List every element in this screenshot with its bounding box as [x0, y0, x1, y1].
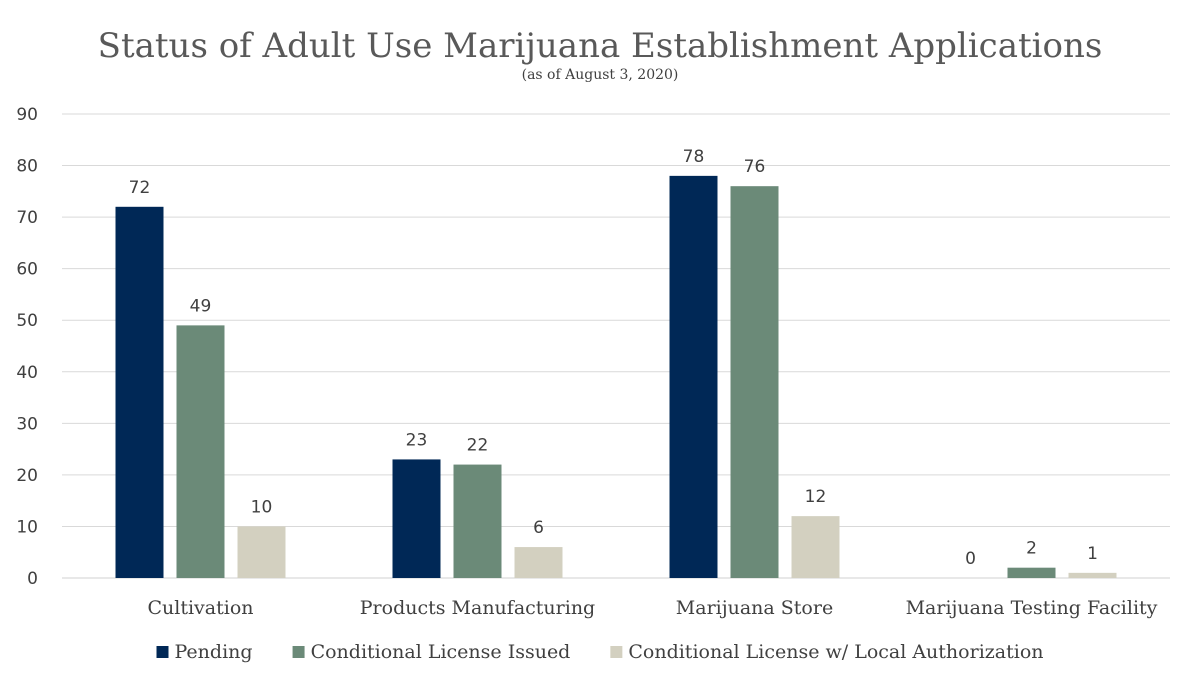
y-tick-label: 10	[16, 517, 38, 537]
data-label: 2	[1026, 539, 1037, 559]
bar	[115, 206, 164, 579]
bar	[514, 547, 563, 578]
data-label: 0	[965, 549, 976, 569]
chart-title: Status of Adult Use Marijuana Establishm…	[98, 26, 1103, 66]
bar	[176, 325, 225, 578]
legend-label: Conditional License Issued	[311, 641, 571, 663]
bar	[1068, 572, 1117, 578]
data-label: 22	[467, 436, 489, 456]
legend-label: Conditional License w/ Local Authorizati…	[628, 641, 1043, 663]
data-label: 72	[129, 178, 151, 198]
data-label: 78	[683, 147, 705, 167]
category-label: Marijuana Store	[676, 597, 833, 619]
data-labels: 72 49 10 23 22 6 78 76 12 0 2 1	[129, 147, 1098, 569]
data-label: 76	[744, 157, 766, 177]
y-tick-label: 70	[16, 208, 38, 228]
chart-subtitle: (as of August 3, 2020)	[522, 67, 679, 83]
data-label: 6	[533, 518, 544, 538]
legend-swatch	[292, 646, 305, 658]
y-tick-label: 60	[16, 260, 38, 280]
y-tick-label: 90	[16, 105, 38, 125]
category-label: Cultivation	[147, 597, 253, 619]
data-label: 10	[251, 497, 273, 517]
y-tick-label: 40	[16, 363, 38, 383]
y-tick-label: 30	[16, 414, 38, 434]
data-label: 23	[406, 430, 428, 450]
y-tick-label: 20	[16, 466, 38, 486]
category-label: Products Manufacturing	[360, 597, 595, 619]
legend-item: Pending	[156, 641, 253, 663]
bar	[1007, 567, 1056, 578]
bar	[453, 464, 502, 578]
gridlines	[62, 113, 1170, 579]
y-tick-label: 80	[16, 157, 38, 177]
data-label: 12	[805, 487, 827, 507]
x-axis-categories: Cultivation Products Manufacturing Marijua…	[147, 597, 1157, 619]
data-label: 49	[190, 296, 212, 316]
bar	[791, 516, 840, 578]
legend: Pending Conditional License Issued Conditi…	[156, 641, 1044, 663]
legend-label: Pending	[175, 641, 253, 663]
bar	[392, 459, 441, 578]
legend-item: Conditional License Issued	[292, 641, 571, 663]
bar	[669, 175, 718, 578]
bar	[237, 526, 286, 578]
bar	[730, 186, 779, 578]
y-tick-label: 0	[27, 569, 38, 589]
legend-swatch	[610, 646, 623, 658]
bars	[115, 175, 1117, 579]
category-label: Marijuana Testing Facility	[906, 597, 1158, 619]
y-tick-label: 50	[16, 311, 38, 331]
legend-swatch	[156, 646, 169, 658]
data-label: 1	[1087, 544, 1098, 564]
y-axis-ticks: 0 10 20 30 40 50 60 70 80 90	[16, 105, 38, 589]
legend-item: Conditional License w/ Local Authorizati…	[610, 641, 1044, 663]
